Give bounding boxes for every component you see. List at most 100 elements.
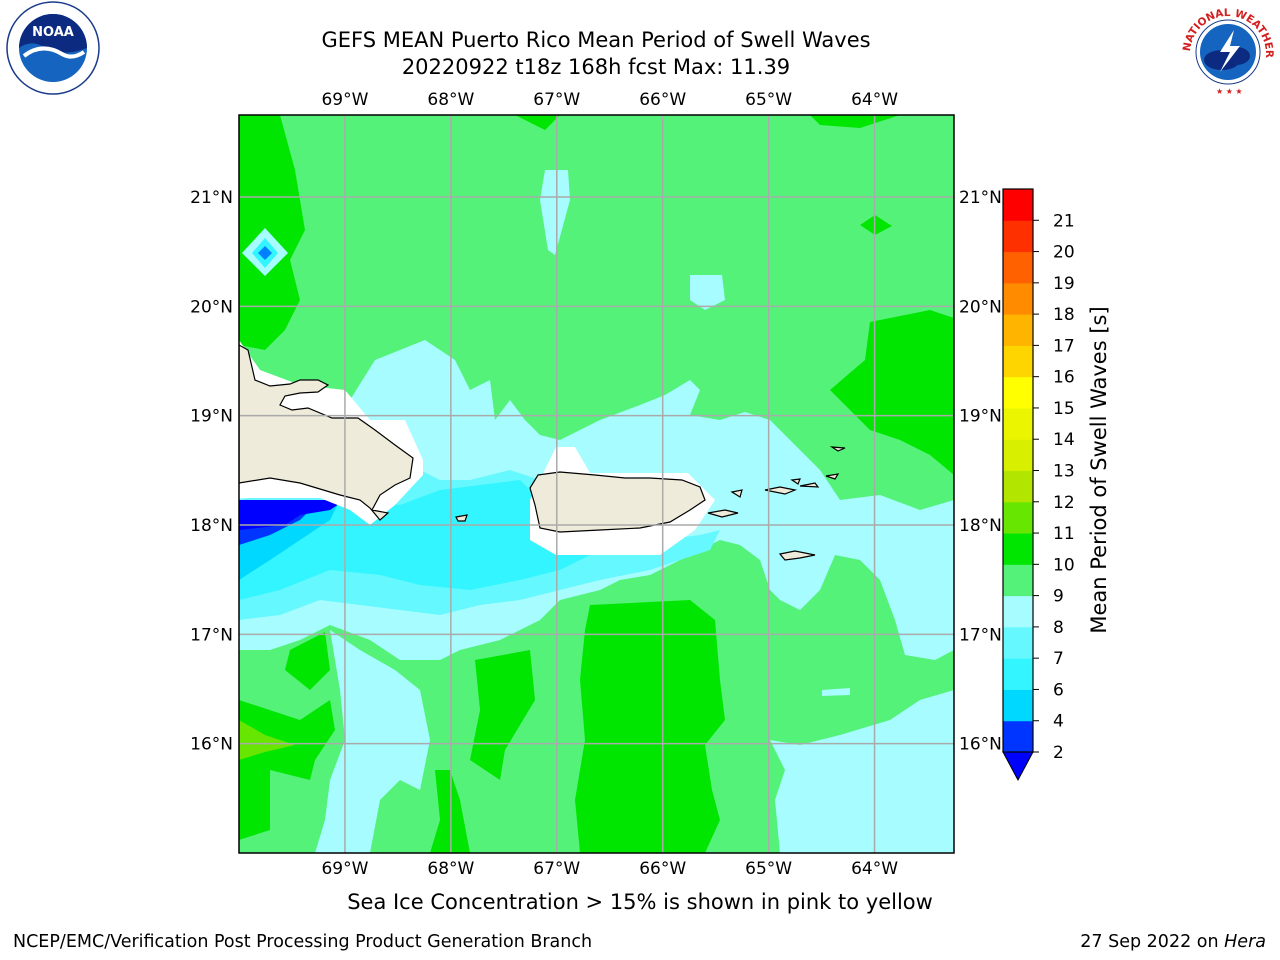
- period-10-11-region: [515, 115, 560, 130]
- island: [455, 514, 468, 522]
- period-8-9-region: [690, 275, 725, 310]
- map-border: [238, 114, 955, 854]
- lon-tick-label: 69°W: [321, 90, 368, 110]
- colorbar-swatch: [1003, 439, 1033, 471]
- colorbar-tick-label: 19: [1053, 274, 1075, 294]
- colorbar-tick-label: 13: [1053, 462, 1075, 482]
- period-11-12-region: [239, 720, 295, 760]
- colorbar-tick-label: 14: [1053, 430, 1075, 450]
- colorbar-tick-label: 2: [1053, 743, 1064, 763]
- noaa-logo: NOAA: [6, 1, 100, 95]
- period-10-11-region: [830, 310, 954, 475]
- island: [778, 550, 816, 561]
- lat-tick-label: 18°N: [190, 516, 233, 536]
- colorbar-under-arrow: [1002, 751, 1034, 782]
- colorbar-tick-label: 10: [1053, 555, 1075, 575]
- period-8-9-region: [315, 630, 430, 853]
- lat-tick-label: 21°N: [190, 188, 233, 208]
- colorbar-tick-label: 7: [1053, 649, 1064, 669]
- colorbar-tick-label: 16: [1053, 368, 1075, 388]
- lat-tick-label: 18°N: [959, 516, 1002, 536]
- lat-tick-label: 16°N: [190, 735, 233, 755]
- lon-tick-label: 66°W: [639, 859, 686, 879]
- lon-tick-label: 68°W: [427, 90, 474, 110]
- colorbar-tick-label: 15: [1053, 399, 1075, 419]
- colorbar-tick-label: 17: [1053, 336, 1075, 356]
- colorbar: 2 4 6 7 8 9 10 11 12 13 14 15 16 17 18 19 20 21: [1002, 188, 1075, 782]
- lat-tick-label: 21°N: [959, 188, 1002, 208]
- lon-tick-label: 65°W: [745, 90, 792, 110]
- colorbar-tick-label: 9: [1053, 587, 1064, 607]
- period-10-11-region: [575, 600, 725, 853]
- chart-title: GEFS MEAN Puerto Rico Mean Period of Swe…: [321, 28, 871, 52]
- colorbar-tick-label: 20: [1053, 243, 1075, 263]
- period-10-11-region: [860, 215, 892, 235]
- swell-period-field: [239, 115, 954, 853]
- colorbar-tick-label: 4: [1053, 712, 1064, 732]
- colorbar-label: Mean Period of Swell Waves [s]: [1087, 306, 1111, 633]
- colorbar-swatch: [1003, 189, 1033, 221]
- footer-date: 27 Sep 2022 on Hera: [1080, 932, 1266, 952]
- hispaniola-land: [239, 344, 414, 521]
- colorbar-swatch: [1003, 720, 1033, 753]
- colorbar-swatch: [1003, 595, 1033, 628]
- lon-tick-label: 68°W: [427, 859, 474, 879]
- lon-tick-label: 67°W: [533, 859, 580, 879]
- graticule: [239, 115, 954, 853]
- island: [707, 509, 739, 518]
- colorbar-swatch: [1003, 407, 1033, 440]
- colorbar-swatch: [1003, 220, 1033, 253]
- lon-tick-label: 64°W: [851, 859, 898, 879]
- lon-tick-label: 66°W: [639, 90, 686, 110]
- period-10-11-region: [239, 115, 305, 350]
- lat-tick-label: 19°N: [959, 407, 1002, 427]
- colorbar-swatch: [1003, 376, 1033, 409]
- island: [764, 486, 798, 495]
- chart-subtitle: 20220922 t18z 168h fcst Max: 11.39: [401, 55, 791, 79]
- colorbar-swatch: [1003, 658, 1033, 690]
- lat-tick-label: 20°N: [190, 297, 233, 317]
- island: [790, 478, 801, 485]
- island: [799, 482, 820, 488]
- colorbar-swatch: [1003, 251, 1033, 284]
- lon-labels-bottom: 69°W 68°W 67°W 66°W 65°W 64°W: [321, 859, 898, 879]
- puerto-rico-land: [529, 471, 706, 533]
- footer-credit: NCEP/EMC/Verification Post Processing Pr…: [13, 932, 593, 952]
- colorbar-swatch: [1003, 689, 1033, 722]
- colorbar-swatch: [1003, 501, 1033, 534]
- lat-tick-label: 19°N: [190, 407, 233, 427]
- lat-labels-left: 21°N 20°N 19°N 18°N 17°N 16°N: [190, 188, 233, 755]
- colorbar-swatch: [1003, 533, 1033, 565]
- colorbar-swatch: [1003, 626, 1033, 659]
- lat-tick-label: 16°N: [959, 735, 1002, 755]
- colorbar-tick-label: 21: [1053, 211, 1075, 231]
- noaa-logo-text: NOAA: [32, 25, 74, 40]
- island: [730, 489, 743, 498]
- colorbar-tick-label: 8: [1053, 618, 1064, 638]
- colorbar-tick-label: 11: [1053, 524, 1075, 544]
- colorbar-swatch: [1003, 282, 1033, 315]
- period-10-11-region: [285, 632, 330, 690]
- lon-tick-label: 67°W: [533, 90, 580, 110]
- island: [825, 473, 840, 480]
- period-10-11-region: [430, 770, 470, 853]
- period-below-2-region: [239, 500, 345, 530]
- svg-text:★ ★ ★: ★ ★ ★: [1216, 87, 1243, 96]
- lon-tick-label: 64°W: [851, 90, 898, 110]
- period-8-9-region: [822, 688, 850, 696]
- period-10-11-region: [470, 650, 535, 780]
- colorbar-swatch: [1003, 564, 1033, 597]
- colorbar-tick-label: 6: [1053, 680, 1064, 700]
- colorbar-tick-label: 18: [1053, 305, 1075, 325]
- lat-labels-right: 21°N 20°N 19°N 18°N 17°N 16°N: [959, 188, 1002, 755]
- colorbar-swatch: [1003, 470, 1033, 503]
- island: [829, 446, 846, 452]
- nws-logo: NATIONAL WEATHER SERVICE ★ ★ ★: [1176, 0, 1275, 98]
- colorbar-swatch: [1003, 345, 1033, 378]
- colorbar-tick-label: 12: [1053, 493, 1075, 513]
- lat-tick-label: 17°N: [190, 625, 233, 645]
- footer-host: Hera: [1224, 932, 1266, 952]
- lat-tick-label: 17°N: [959, 625, 1002, 645]
- period-4-6-region: [258, 246, 272, 260]
